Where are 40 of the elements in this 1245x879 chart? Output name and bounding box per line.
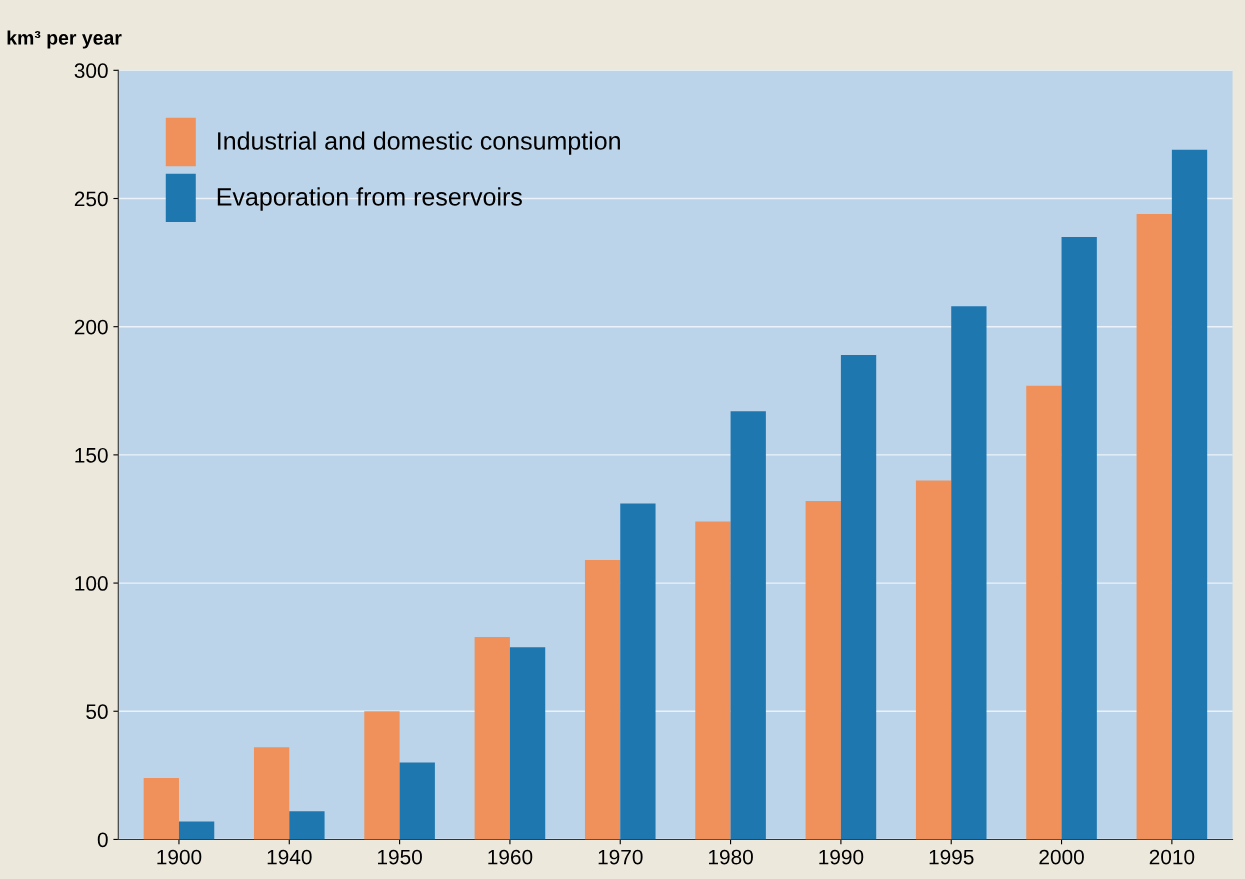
bar bbox=[178, 821, 215, 840]
bar bbox=[951, 306, 987, 840]
bar bbox=[289, 811, 325, 840]
bar bbox=[1171, 149, 1208, 840]
bar bbox=[143, 777, 179, 840]
x-tick-label: 1995 bbox=[929, 849, 974, 865]
x-tick-label: 1900 bbox=[157, 849, 202, 865]
x-tick-label: 2000 bbox=[1039, 849, 1084, 865]
y-tick-label: 0 bbox=[97, 832, 108, 848]
bar bbox=[399, 762, 435, 840]
bar bbox=[1136, 213, 1172, 840]
legend-label: Industrial and domestic consumption bbox=[218, 131, 620, 155]
bar bbox=[474, 636, 510, 840]
y-tick-label: 250 bbox=[74, 191, 108, 207]
y-tick-label: 50 bbox=[86, 704, 108, 720]
x-tick-label: 1950 bbox=[378, 849, 422, 865]
bar bbox=[364, 711, 400, 840]
y-tick-label: 300 bbox=[74, 63, 108, 79]
y-tick-label: 200 bbox=[74, 319, 108, 335]
x-tick-label: 2010 bbox=[1149, 849, 1195, 865]
y-tick-label: 150 bbox=[75, 447, 108, 463]
bar bbox=[509, 647, 546, 840]
bar bbox=[915, 480, 952, 840]
x-tick-label: 1980 bbox=[708, 849, 753, 865]
bar bbox=[253, 747, 290, 840]
x-tick-label: 1940 bbox=[267, 849, 312, 865]
x-tick-label: 1970 bbox=[598, 849, 643, 865]
x-tick-label: 1960 bbox=[488, 849, 533, 865]
bar bbox=[1026, 385, 1062, 840]
bar bbox=[695, 521, 731, 840]
bar bbox=[1061, 236, 1097, 840]
bar bbox=[620, 503, 656, 840]
bar bbox=[840, 354, 877, 840]
bar bbox=[730, 411, 766, 840]
bar bbox=[584, 560, 621, 840]
y-axis-title: km³ per year bbox=[7, 30, 122, 49]
x-tick-label: 1990 bbox=[819, 849, 864, 865]
bar bbox=[805, 501, 841, 840]
y-tick-label: 100 bbox=[75, 576, 108, 591]
legend-label: Evaporation from reservoirs bbox=[217, 187, 522, 211]
